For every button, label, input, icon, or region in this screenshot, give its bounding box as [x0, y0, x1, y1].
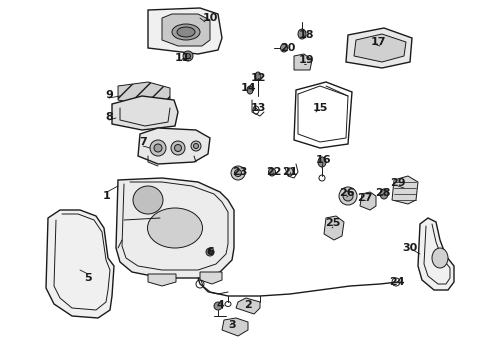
Text: 15: 15 — [312, 103, 328, 113]
Text: 28: 28 — [375, 188, 391, 198]
Polygon shape — [392, 176, 418, 204]
Text: 24: 24 — [389, 277, 405, 287]
Ellipse shape — [183, 51, 193, 61]
Text: 6: 6 — [206, 247, 214, 257]
Text: 26: 26 — [339, 188, 355, 198]
Ellipse shape — [171, 141, 185, 155]
Ellipse shape — [280, 44, 288, 52]
Text: 25: 25 — [325, 218, 341, 228]
Text: 16: 16 — [315, 155, 331, 165]
Text: 22: 22 — [266, 167, 282, 177]
Ellipse shape — [287, 168, 293, 176]
Text: 9: 9 — [105, 90, 113, 100]
Text: 2: 2 — [244, 300, 252, 310]
Ellipse shape — [269, 168, 275, 176]
Text: 18: 18 — [298, 30, 314, 40]
Polygon shape — [162, 14, 210, 46]
Ellipse shape — [298, 29, 306, 39]
Text: 13: 13 — [250, 103, 266, 113]
Text: 1: 1 — [103, 191, 111, 201]
Polygon shape — [354, 34, 406, 62]
Polygon shape — [138, 128, 210, 164]
Polygon shape — [222, 318, 248, 336]
Text: 8: 8 — [105, 112, 113, 122]
Text: 7: 7 — [139, 137, 147, 147]
Ellipse shape — [133, 186, 163, 214]
Ellipse shape — [186, 54, 191, 59]
Polygon shape — [118, 82, 170, 106]
Text: 14: 14 — [240, 83, 256, 93]
Ellipse shape — [343, 191, 353, 201]
Polygon shape — [46, 210, 114, 318]
Text: 12: 12 — [250, 73, 266, 83]
Ellipse shape — [147, 208, 202, 248]
Polygon shape — [116, 178, 234, 278]
Polygon shape — [112, 96, 178, 130]
Polygon shape — [200, 272, 222, 284]
Polygon shape — [418, 218, 454, 290]
Text: 29: 29 — [390, 178, 406, 188]
Ellipse shape — [255, 72, 261, 80]
Polygon shape — [346, 28, 412, 68]
Ellipse shape — [235, 170, 242, 176]
Ellipse shape — [172, 24, 200, 40]
Text: 3: 3 — [228, 320, 236, 330]
Ellipse shape — [154, 144, 162, 152]
Ellipse shape — [150, 140, 166, 156]
Polygon shape — [148, 274, 176, 286]
Polygon shape — [294, 54, 312, 70]
Text: 5: 5 — [84, 273, 92, 283]
Text: 30: 30 — [402, 243, 417, 253]
Text: 11: 11 — [174, 53, 190, 63]
Text: 23: 23 — [232, 167, 247, 177]
Ellipse shape — [177, 27, 195, 37]
Text: 4: 4 — [216, 300, 224, 310]
Ellipse shape — [194, 144, 198, 149]
Polygon shape — [236, 298, 260, 314]
Ellipse shape — [208, 250, 212, 254]
Text: 17: 17 — [370, 37, 386, 47]
Ellipse shape — [191, 141, 201, 151]
Text: 19: 19 — [298, 55, 314, 65]
Text: 20: 20 — [280, 43, 295, 53]
Ellipse shape — [214, 302, 222, 310]
Text: 27: 27 — [357, 193, 373, 203]
Ellipse shape — [174, 144, 181, 152]
Ellipse shape — [339, 187, 357, 205]
Ellipse shape — [206, 248, 214, 256]
Polygon shape — [148, 8, 222, 54]
Polygon shape — [324, 216, 344, 240]
Ellipse shape — [247, 86, 253, 94]
Ellipse shape — [432, 248, 448, 268]
Text: 21: 21 — [282, 167, 298, 177]
Ellipse shape — [380, 189, 388, 199]
Text: 10: 10 — [202, 13, 218, 23]
Ellipse shape — [231, 166, 245, 180]
Ellipse shape — [318, 157, 326, 167]
Polygon shape — [360, 192, 376, 210]
